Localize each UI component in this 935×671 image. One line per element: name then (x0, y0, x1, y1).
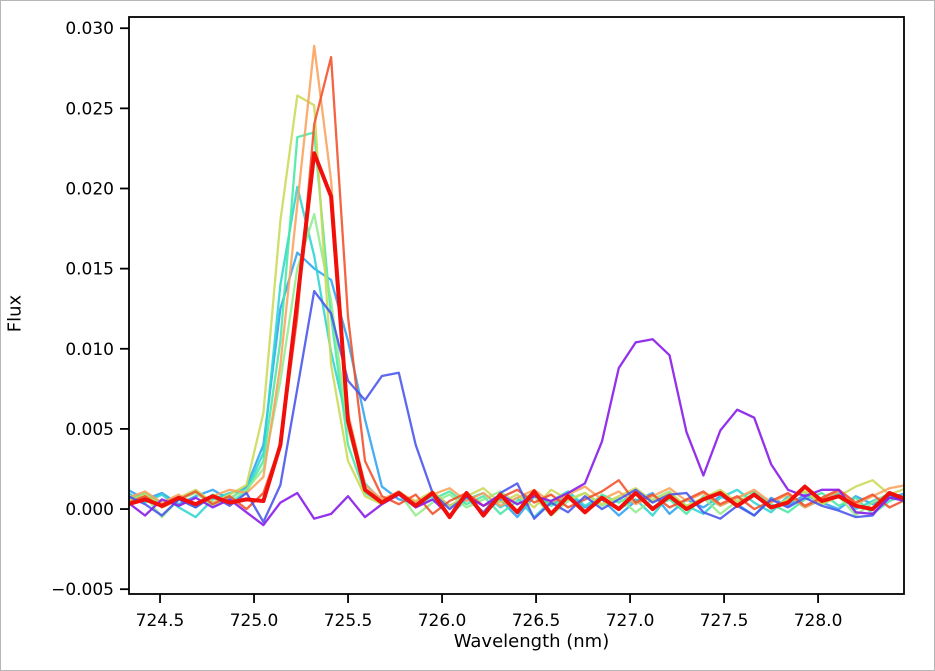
spectrum-line-light-orange (129, 44, 904, 509)
spectrum-line-royal-blue (129, 289, 904, 524)
spectrum-line-orange-red (129, 55, 904, 516)
x-tick-label: 727.5 (700, 611, 749, 631)
x-tick-label: 726.5 (512, 611, 561, 631)
spectrum-line-cyan (129, 185, 904, 519)
spectrum-line-sky-blue (129, 251, 904, 519)
y-tick-label: 0.000 (65, 500, 114, 520)
y-tick-label: 0.030 (65, 19, 114, 39)
y-axis-label: Flux (4, 294, 26, 333)
y-tick-label: 0.025 (65, 99, 114, 119)
spectrum-line-red-bold (129, 151, 904, 520)
spectrum-line-spring-green (129, 131, 904, 516)
x-tick-label: 725.0 (230, 611, 279, 631)
x-tick-label: 726.0 (418, 611, 467, 631)
x-tick-label: 728.0 (794, 611, 843, 631)
axes-spines (128, 16, 905, 595)
spectrum-line-light-green (129, 212, 904, 519)
y-tick-label: 0.020 (65, 179, 114, 199)
y-tick-label: 0.010 (65, 340, 114, 360)
spectrum-line-purple (129, 338, 904, 527)
x-axis-label: Wavelength (nm) (453, 631, 610, 652)
spectrum-line-yellow-green (129, 94, 904, 509)
spectra-lines (129, 44, 904, 527)
x-tick-label: 727.0 (606, 611, 655, 631)
x-tick-label: 725.5 (324, 611, 373, 631)
y-tick-label: −0.005 (51, 580, 114, 600)
y-tick-label: 0.005 (65, 420, 114, 440)
y-tick-label: 0.015 (65, 260, 114, 280)
x-tick-label: 724.5 (136, 611, 185, 631)
